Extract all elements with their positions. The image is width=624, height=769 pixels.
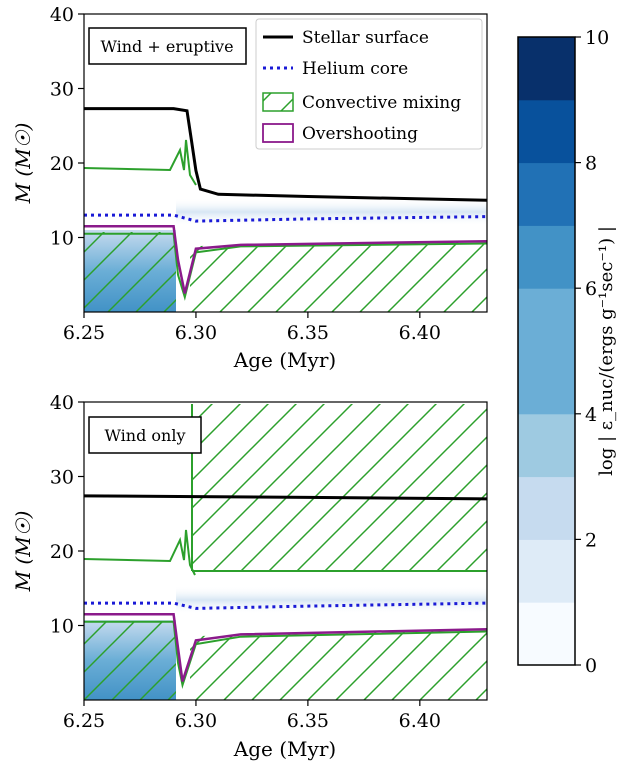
legend-label-surface: Stellar surface <box>302 28 429 48</box>
x-tick-label-6-40: 6.40 <box>399 710 441 732</box>
y-tick-label-30: 30 <box>50 79 74 101</box>
panel-label-box: Wind only <box>88 416 202 454</box>
x-tick-label-6-25: 6.25 <box>63 322 105 344</box>
convective-envelope-region <box>190 630 487 700</box>
legend: Stellar surface Helium core Convective m… <box>255 18 483 150</box>
colorbar-tick-label-10: 10 <box>585 27 609 49</box>
series-line-stellar-surface <box>84 494 487 501</box>
legend-label-overshoot: Overshooting <box>302 124 418 144</box>
panel-label: Wind only <box>104 426 185 445</box>
y-tick-label-10: 10 <box>50 228 74 250</box>
series-line-helium-core <box>84 213 487 223</box>
x-ticks-top: 6.25 6.30 6.35 6.40 <box>63 312 441 344</box>
y-axis-label-bottom: M (M☉) <box>11 511 35 593</box>
series-line-overshooting <box>84 613 487 682</box>
colorbar-tick-label-2: 2 <box>585 529 597 551</box>
x-tick-label-6-35: 6.35 <box>287 710 329 732</box>
y-tick-label-20: 20 <box>50 153 74 175</box>
x-axis-label-top: Age (Myr) <box>233 348 336 372</box>
colorbar-label: log | ε_nuc/(ergs g⁻¹sec⁻¹) | <box>596 226 617 476</box>
colorbar-cell <box>518 602 575 666</box>
panel-wind-only: 6.25 6.30 6.35 6.40 10 20 30 40 Age (Myr) M (M… <box>11 392 488 761</box>
x-tick-label-6-30: 6.30 <box>175 322 217 344</box>
panel-label: Wind + eruptive <box>100 37 233 56</box>
colorbar-cell <box>518 476 575 540</box>
colorbar-tick-label-0: 0 <box>585 655 597 677</box>
burning-shell-region <box>176 586 487 614</box>
colorbar-tick-label-8: 8 <box>585 153 597 175</box>
y-ticks-top: 10 20 30 40 <box>50 4 84 250</box>
y-tick-label-40: 40 <box>50 392 74 414</box>
colorbar-cell <box>518 288 575 352</box>
colorbar-tick-label-4: 4 <box>585 404 597 426</box>
convective-boundary-line <box>84 139 197 186</box>
panel-label-box: Wind + eruptive <box>88 27 247 65</box>
colorbar-cell <box>518 351 575 415</box>
legend-label-convective: Convective mixing <box>302 93 461 113</box>
legend-label-helium: Helium core <box>302 59 408 79</box>
panel-wind-eruptive: 6.25 6.30 6.35 6.40 10 20 30 40 Age (Myr) M (M… <box>11 4 488 372</box>
convective-core-region <box>84 622 176 700</box>
legend-swatch-convective <box>262 92 294 112</box>
colorbar-cells <box>518 37 575 666</box>
x-axis-label-bottom: Age (Myr) <box>233 737 336 761</box>
series-line-helium-core <box>84 601 487 610</box>
series-line-overshooting <box>84 225 487 294</box>
colorbar-cell <box>518 413 575 478</box>
colorbar-cell <box>518 162 575 226</box>
legend-swatch-overshoot <box>262 123 294 143</box>
convective-core-region <box>84 232 176 312</box>
x-tick-label-6-40: 6.40 <box>399 322 441 344</box>
convective-envelope-outer <box>192 404 487 571</box>
colorbar: 0 2 4 6 8 10 log | ε_nuc/(ergs g⁻¹sec⁻¹) | <box>517 27 617 677</box>
y-tick-label-20: 20 <box>50 541 74 563</box>
x-ticks-bottom: 6.25 6.30 6.35 6.40 <box>63 700 441 732</box>
x-tick-label-6-30: 6.30 <box>175 710 217 732</box>
burning-shell-region <box>176 198 487 226</box>
colorbar-cell <box>518 99 575 164</box>
colorbar-frame <box>517 36 576 666</box>
y-ticks-bottom: 10 20 30 40 <box>50 392 84 638</box>
colorbar-cell <box>518 225 575 289</box>
convective-envelope-region <box>190 241 487 312</box>
x-tick-label-6-25: 6.25 <box>63 710 105 732</box>
colorbar-ticks: 0 2 4 6 8 10 <box>575 27 609 677</box>
colorbar-cell <box>518 539 575 603</box>
x-tick-label-6-35: 6.35 <box>287 322 329 344</box>
y-tick-label-30: 30 <box>50 467 74 489</box>
y-axis-label-top: M (M☉) <box>11 123 35 205</box>
colorbar-tick-label-6: 6 <box>585 278 597 300</box>
series-line-stellar-surface <box>84 107 487 202</box>
colorbar-cell <box>518 37 575 101</box>
convective-boundary-line <box>84 529 196 576</box>
y-tick-label-40: 40 <box>50 4 74 26</box>
y-tick-label-10: 10 <box>50 616 74 638</box>
